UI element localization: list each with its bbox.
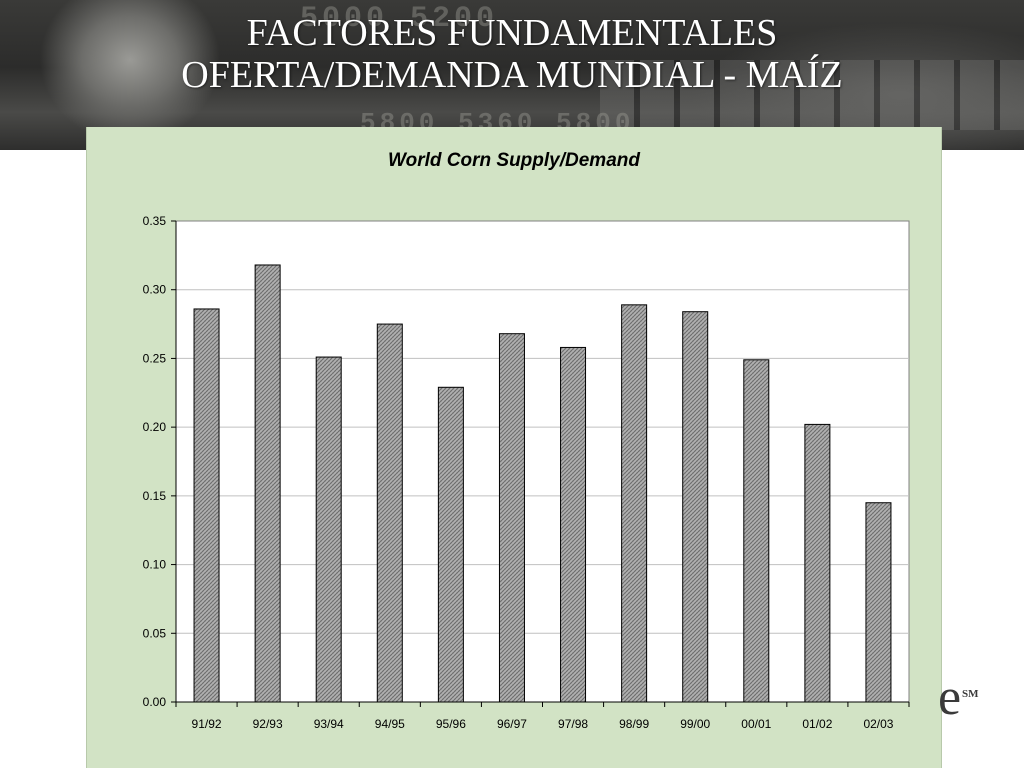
y-tick-label: 0.05 — [143, 626, 167, 640]
y-tick-label: 0.30 — [143, 283, 167, 297]
x-tick-label: 97/98 — [558, 717, 588, 731]
y-tick-label: 0.20 — [143, 420, 167, 434]
bar — [560, 346, 587, 703]
banner-ticker-top: 5000 5200 — [300, 2, 499, 36]
header-banner-image: 5000 5200 5800 5360 5800 FACTORES FUNDAM… — [0, 0, 1024, 150]
slide-title: FACTORES FUNDAMENTALES OFERTA/DEMANDA MU… — [0, 12, 1024, 96]
y-tick-label: 0.15 — [143, 489, 167, 503]
bar — [315, 356, 342, 703]
x-tick-label: 00/01 — [741, 717, 771, 731]
bar — [376, 323, 403, 703]
x-tick-label: 91/92 — [192, 717, 222, 731]
bar — [804, 423, 831, 703]
chart-title: World Corn Supply/Demand — [388, 150, 640, 171]
bar — [621, 304, 648, 703]
bar — [743, 359, 770, 703]
x-tick-label: 98/99 — [619, 717, 649, 731]
bars — [193, 264, 892, 703]
gridlines — [176, 289, 909, 634]
axes: 0.00 0.05 0.10 0.15 0.20 0.25 0.30 0.35 91/92 92/… — [143, 214, 910, 731]
bar — [193, 308, 220, 703]
x-tick-label: 01/02 — [802, 717, 832, 731]
logo-letter: e — [938, 669, 962, 726]
y-tick-label: 0.35 — [143, 214, 167, 228]
train-cars-graphic — [600, 60, 1024, 130]
slide-title-line2: OFERTA/DEMANDA MUNDIAL - MAÍZ — [181, 54, 843, 96]
x-tick-label: 96/97 — [497, 717, 527, 731]
x-tick-label: 95/96 — [436, 717, 466, 731]
x-tick-label: 94/95 — [375, 717, 405, 731]
bar — [682, 311, 709, 703]
x-tick-label: 02/03 — [863, 717, 893, 731]
bar — [865, 502, 892, 703]
slide-title-line1: FACTORES FUNDAMENTALES — [246, 12, 778, 54]
x-tick-label: 93/94 — [314, 717, 344, 731]
x-tick-label: 92/93 — [253, 717, 283, 731]
bar — [498, 333, 525, 703]
bar-chart: 0.00 0.05 0.10 0.15 0.20 0.25 0.30 0.35 91/92 92/… — [143, 214, 910, 731]
logo-service-mark: SM — [962, 688, 979, 700]
chart-panel: World Corn Supply/Demand 0.00 0.05 0.10 0.1… — [86, 127, 942, 768]
y-tick-label: 0.10 — [143, 558, 167, 572]
y-tick-label: 0.25 — [143, 351, 167, 365]
x-tick-label: 99/00 — [680, 717, 710, 731]
bar — [437, 386, 464, 703]
bar — [254, 264, 281, 703]
y-tick-label: 0.00 — [143, 695, 167, 709]
plot-area — [175, 220, 910, 703]
